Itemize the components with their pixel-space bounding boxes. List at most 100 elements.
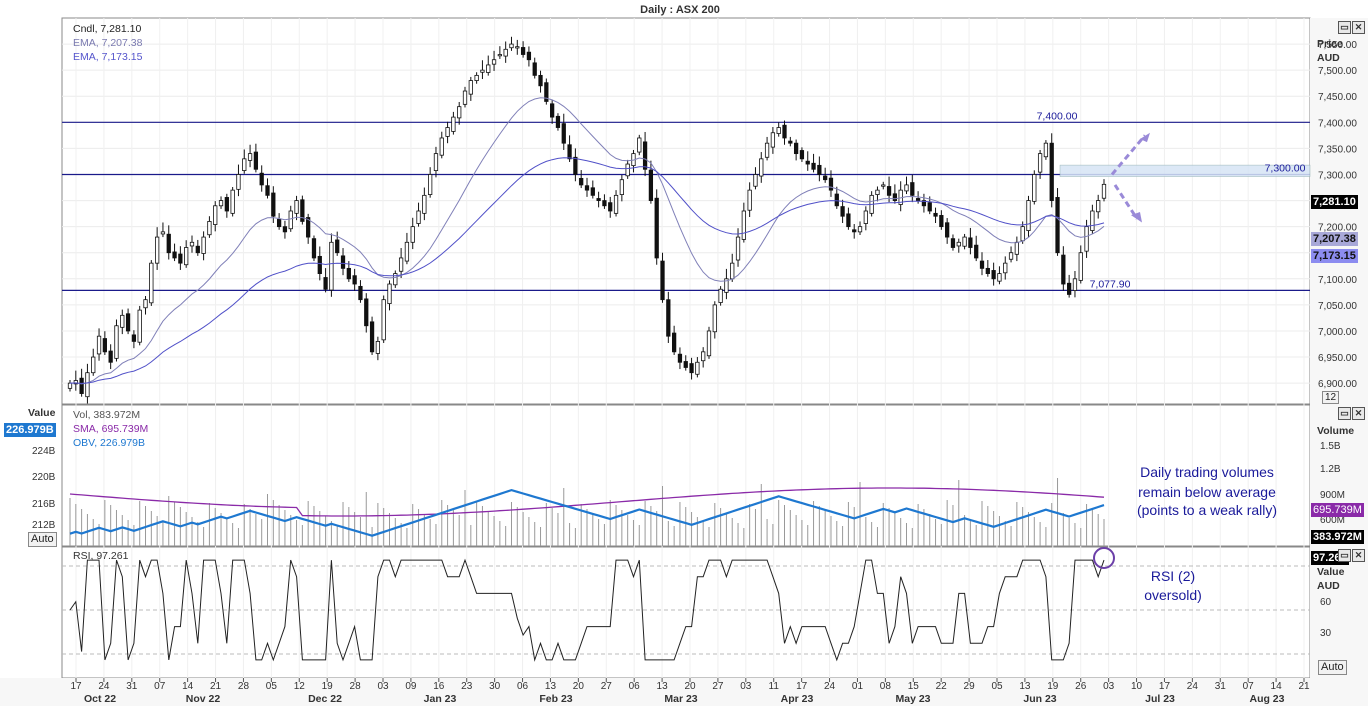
obv-line-path <box>69 488 1105 537</box>
x-day-label: 17 <box>1159 681 1171 692</box>
candle-body <box>846 213 851 228</box>
candle-body <box>520 47 526 55</box>
legend-candle: Cndl, 7,281.10 <box>73 23 141 35</box>
candle-body <box>741 210 746 240</box>
ema-fast-line <box>69 97 1105 385</box>
candle-body <box>131 334 137 342</box>
candle-body <box>85 372 90 398</box>
volume-panel-restore-icon[interactable]: ▭ <box>1338 407 1351 420</box>
candle-body <box>451 116 456 132</box>
price-tick-label: 7,450.00 <box>1318 92 1357 103</box>
candle-body <box>323 277 328 290</box>
candle-body <box>387 283 392 304</box>
candle-body <box>265 185 270 196</box>
candle-body <box>503 48 508 57</box>
candle-body <box>567 144 572 160</box>
candle-body <box>712 304 717 333</box>
candle-body <box>637 137 642 153</box>
x-month-label: Mar 23 <box>664 693 697 705</box>
candle-body <box>979 260 985 269</box>
x-day-label: 24 <box>98 681 110 692</box>
x-day-label: 05 <box>991 681 1003 692</box>
x-day-label: 07 <box>154 681 166 692</box>
candle-body <box>1090 210 1095 231</box>
rsi-autoscale-button[interactable]: Auto <box>1318 660 1347 675</box>
volume-autoscale-button[interactable]: Auto <box>28 532 57 547</box>
candle-body <box>300 199 305 222</box>
candle-body <box>1078 252 1083 281</box>
rsi-annotation-line2: oversold) <box>1144 587 1202 603</box>
rsi-panel-close-icon[interactable]: ✕ <box>1352 549 1365 562</box>
level-label-7077: 7,077.90 <box>1090 278 1131 290</box>
candle-body <box>793 142 799 155</box>
price-page-indicator[interactable]: 12 <box>1322 391 1340 404</box>
candle-body <box>224 197 229 212</box>
x-month-label: May 23 <box>895 693 930 705</box>
obv-line <box>69 488 1105 537</box>
candle-body <box>178 253 183 264</box>
candle-body <box>672 332 677 353</box>
candle-body <box>706 330 712 357</box>
rsi-panel <box>61 546 1311 679</box>
ema-slow-line <box>69 157 1105 384</box>
x-day-label: 12 <box>294 681 306 692</box>
candle-body <box>114 325 119 359</box>
candle-body <box>666 299 671 337</box>
candle-body <box>259 172 264 186</box>
candle-body <box>195 245 200 254</box>
candle-body <box>213 205 218 225</box>
candle-body <box>439 137 444 156</box>
candle-body <box>625 163 630 177</box>
candle-body <box>189 241 195 247</box>
x-day-label: 08 <box>880 681 892 692</box>
candle-body <box>1003 262 1008 274</box>
price-panel-restore-icon[interactable]: ▭ <box>1338 21 1351 34</box>
candle-body <box>863 210 868 224</box>
volume-sma-line <box>69 487 1105 517</box>
x-month-label: Jul 23 <box>1145 693 1175 705</box>
candle-body <box>311 238 317 259</box>
rsi-panel-restore-icon[interactable]: ▭ <box>1338 549 1351 562</box>
candle-body <box>904 184 909 192</box>
candle-body <box>985 267 990 274</box>
price-panel-close-icon[interactable]: ✕ <box>1352 21 1365 34</box>
last-price-tag: 7,281.10 <box>1311 195 1358 209</box>
candle-body <box>782 124 787 139</box>
candle-body <box>823 175 828 181</box>
obv-tick-212: 212B <box>32 520 56 531</box>
candle-body <box>683 361 688 368</box>
candle-body <box>509 43 514 49</box>
rsi-axis-currency: AUD <box>1317 580 1340 592</box>
x-day-label: 06 <box>517 681 529 692</box>
candle-body <box>375 341 381 354</box>
x-day-label: 31 <box>126 681 138 692</box>
candle-body <box>352 275 357 285</box>
x-month-label: Jun 23 <box>1023 693 1056 705</box>
price-panel <box>61 17 1311 405</box>
x-day-label: 19 <box>322 681 334 692</box>
x-day-label: 03 <box>740 681 752 692</box>
candle-body <box>416 210 421 224</box>
candle-body <box>915 198 921 201</box>
ema-fast-tag: 7,207.38 <box>1311 232 1358 246</box>
candle-body <box>271 192 276 217</box>
candle-body <box>956 241 961 247</box>
candle-body <box>358 285 363 301</box>
candle-body <box>799 150 805 160</box>
candle-body <box>1055 197 1060 254</box>
candle-body <box>735 236 741 261</box>
candle-body <box>642 141 648 170</box>
candle-body <box>149 262 154 304</box>
candle-body <box>253 151 259 170</box>
candle-body <box>497 54 502 57</box>
volume-panel-close-icon[interactable]: ✕ <box>1352 407 1365 420</box>
x-axis: 17 24 31 07 14 21 28 05 12 19 28 03 09 16 23 30 06 13 20 27… <box>70 678 1310 705</box>
candle-body <box>654 197 659 259</box>
candle-body <box>817 164 822 175</box>
candle-body <box>881 184 886 187</box>
candle-body <box>852 229 857 233</box>
ema-slow-tag: 7,173.15 <box>1311 249 1358 263</box>
rsi-tick-60: 60 <box>1320 597 1332 608</box>
x-day-label: 24 <box>1187 681 1199 692</box>
